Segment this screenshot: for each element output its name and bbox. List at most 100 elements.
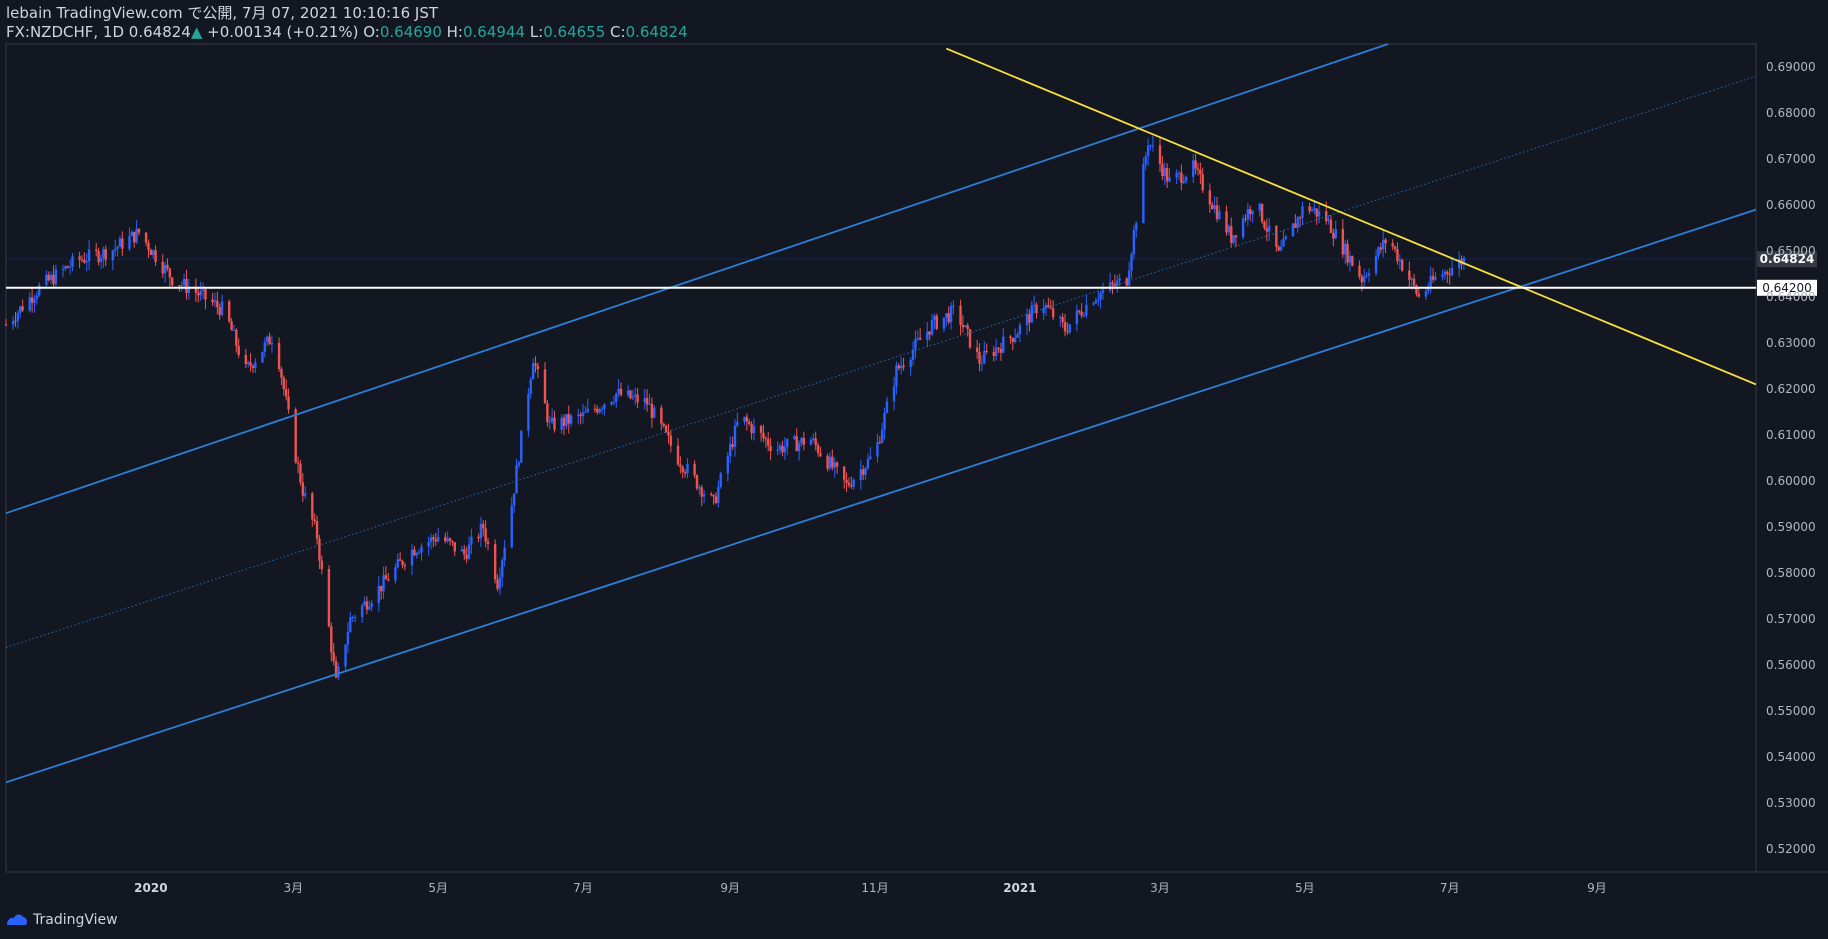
candle-down <box>144 232 148 243</box>
candle-up <box>1310 209 1314 212</box>
candle-up <box>11 320 15 325</box>
candle-down <box>636 394 639 403</box>
candle-down <box>1448 274 1451 276</box>
candle-up <box>631 396 635 399</box>
candle-down <box>1329 219 1333 233</box>
candle-down <box>1165 167 1169 182</box>
candle-up <box>980 363 984 365</box>
candle-down <box>710 494 713 496</box>
candle-down <box>769 445 772 451</box>
channel-upper-line[interactable] <box>5 43 1389 515</box>
candle-up <box>565 413 568 426</box>
candle-up <box>1108 282 1112 291</box>
candle-down <box>444 536 447 542</box>
candle-up <box>926 331 929 340</box>
candle-up <box>1327 219 1330 222</box>
candle-up <box>54 269 58 285</box>
candle-down <box>795 436 798 452</box>
candle-down <box>902 365 905 368</box>
candle-up <box>1282 238 1285 247</box>
candle-down <box>1260 203 1264 223</box>
candle-down <box>1230 226 1233 243</box>
candle-up <box>152 250 155 255</box>
candle-down <box>296 462 300 464</box>
candle-up <box>263 342 267 352</box>
candle-up <box>64 266 67 269</box>
time-tick-label: 5月 <box>1295 881 1315 895</box>
candle-up <box>344 644 347 667</box>
candle-down <box>781 445 784 453</box>
candle-up <box>427 541 430 547</box>
candle-down <box>1298 217 1302 219</box>
candle-up <box>994 347 998 357</box>
price-tick-label: 0.62000 <box>1766 382 1816 396</box>
candle-down <box>1111 282 1114 285</box>
candle-up <box>719 473 722 487</box>
candle-up <box>1002 336 1005 353</box>
time-tick-label: 9月 <box>720 881 740 895</box>
candle-down <box>997 347 1000 349</box>
high-value: 0.64944 <box>463 23 526 41</box>
trendline-line[interactable] <box>945 47 1757 386</box>
candle-down <box>660 407 663 424</box>
candle-up <box>460 549 464 552</box>
price-change: +0.00134 (+0.21%) <box>207 23 359 41</box>
candle-up <box>1184 176 1188 182</box>
channel-lower-line[interactable] <box>5 208 1757 784</box>
candle-up <box>600 408 604 410</box>
candle-down <box>861 469 865 475</box>
candle-down <box>714 496 718 503</box>
time-axis[interactable]: 2020 3月 5月 7月 9月 11月 2021 3月 5月 7月 9月 <box>134 881 1607 895</box>
time-tick-label: 9月 <box>1587 881 1607 895</box>
candle-up <box>102 249 105 259</box>
candle-down <box>1446 271 1449 275</box>
candle-up <box>1094 300 1098 304</box>
candle-up <box>612 401 616 403</box>
symbol-name: FX:NZDCHF, 1D <box>6 23 125 41</box>
candle-up <box>1175 172 1178 178</box>
price-tick-label: 0.57000 <box>1766 612 1816 626</box>
candle-up <box>1059 317 1062 319</box>
candle-down <box>975 347 979 352</box>
candle-up <box>778 445 782 450</box>
candle-down <box>218 307 221 315</box>
candle-down <box>249 362 252 366</box>
candle-up <box>983 350 986 364</box>
candle-down <box>1199 169 1202 175</box>
candle-up <box>529 379 532 394</box>
candle-down <box>745 416 749 422</box>
candle-up <box>726 456 730 474</box>
candle-up <box>512 493 516 506</box>
candle-down <box>1225 211 1228 233</box>
footer-brand[interactable]: TradingView <box>6 912 118 928</box>
candle-up <box>232 329 236 331</box>
candle-down <box>748 421 751 425</box>
time-tick-label: 5月 <box>428 881 448 895</box>
candle-up <box>930 320 934 335</box>
candle-up <box>1313 208 1316 210</box>
candle-down <box>847 482 851 486</box>
candle-down <box>878 442 882 444</box>
candle-up <box>634 394 637 397</box>
candle-up <box>182 278 186 286</box>
candle-up <box>270 342 274 345</box>
candle-up <box>698 487 701 489</box>
price-axis[interactable]: 0.52000 0.53000 0.54000 0.55000 0.56000 0.570… <box>1766 60 1816 856</box>
candle-up <box>584 411 587 413</box>
candle-up <box>410 549 414 566</box>
candle-up <box>1427 288 1430 292</box>
candle-up <box>436 536 440 542</box>
candle-up <box>1457 259 1461 269</box>
candle-down <box>1051 308 1055 318</box>
channel-median-line[interactable] <box>5 75 1757 648</box>
candle-down <box>1391 243 1394 247</box>
candle-down <box>154 250 157 262</box>
candle-down <box>133 231 136 243</box>
candle-up <box>1085 304 1088 316</box>
candle-down <box>1161 163 1164 176</box>
candle-down <box>928 331 931 335</box>
time-tick-label: 7月 <box>573 881 593 895</box>
candle-down <box>147 242 150 251</box>
candle-down <box>1113 284 1117 286</box>
